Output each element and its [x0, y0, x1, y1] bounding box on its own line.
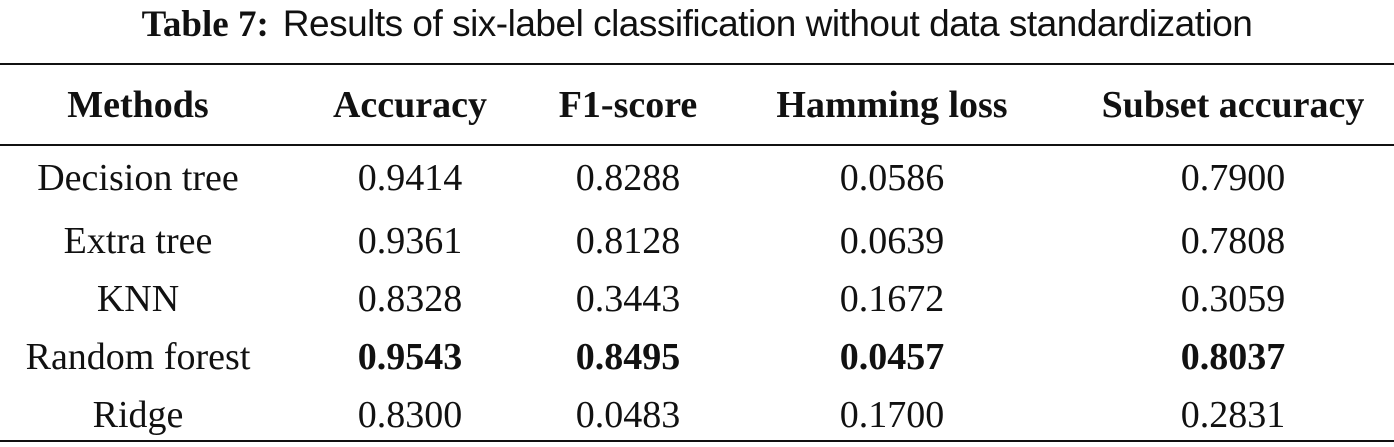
cell-hamming-loss-best: 0.0457: [839, 336, 945, 378]
cell-accuracy: 0.8300: [357, 394, 463, 436]
cell-hamming-loss: 0.1700: [839, 394, 945, 436]
table-caption: Table 7: Results of six-label classificat…: [0, 2, 1394, 47]
cell-method: Decision tree: [37, 157, 239, 199]
top-rule: [0, 63, 1394, 65]
cell-accuracy: 0.9361: [357, 220, 463, 262]
cell-method: KNN: [96, 278, 180, 320]
table-caption-label: Table 7:: [141, 4, 269, 45]
cell-subset-accuracy: 0.3059: [1180, 278, 1286, 320]
header-hamming-loss: Hamming loss: [776, 84, 1008, 126]
bottom-rule: [0, 440, 1394, 442]
cell-f1-score: 0.0483: [575, 394, 681, 436]
cell-hamming-loss: 0.1672: [839, 278, 945, 320]
cell-accuracy: 0.9414: [357, 157, 463, 199]
cell-hamming-loss: 0.0639: [839, 220, 945, 262]
cell-accuracy: 0.8328: [357, 278, 463, 320]
cell-method: Extra tree: [63, 220, 213, 262]
table-caption-text: Results of six-label classification with…: [282, 3, 1253, 44]
table-row: Ridge 0.8300 0.0483 0.1700 0.2831: [0, 386, 1394, 444]
cell-subset-accuracy: 0.7808: [1180, 220, 1286, 262]
cell-accuracy-best: 0.9543: [357, 336, 463, 378]
cell-f1-score: 0.8288: [575, 157, 681, 199]
table-row: Extra tree 0.9361 0.8128 0.0639 0.7808: [0, 212, 1394, 270]
cell-subset-accuracy-best: 0.8037: [1180, 336, 1286, 378]
header-rule: [0, 144, 1394, 146]
header-accuracy: Accuracy: [332, 84, 488, 126]
cell-subset-accuracy: 0.7900: [1180, 157, 1286, 199]
header-subset-accuracy: Subset accuracy: [1101, 84, 1365, 126]
cell-hamming-loss: 0.0586: [839, 157, 945, 199]
table-row-best: Random forest 0.9543 0.8495 0.0457 0.803…: [0, 328, 1394, 386]
table-row: KNN 0.8328 0.3443 0.1672 0.3059: [0, 270, 1394, 328]
cell-method: Ridge: [92, 394, 184, 436]
header-methods: Methods: [67, 84, 209, 126]
table-row: Decision tree 0.9414 0.8288 0.0586 0.790…: [0, 144, 1394, 212]
results-table: Methods Accuracy F1-score Hamming loss S…: [0, 66, 1394, 444]
header-row: Methods Accuracy F1-score Hamming loss S…: [0, 66, 1394, 144]
cell-f1-score-best: 0.8495: [575, 336, 681, 378]
cell-method: Random forest: [25, 336, 251, 378]
cell-f1-score: 0.3443: [575, 278, 681, 320]
header-f1-score: F1-score: [558, 84, 698, 126]
cell-subset-accuracy: 0.2831: [1180, 394, 1286, 436]
cell-f1-score: 0.8128: [575, 220, 681, 262]
